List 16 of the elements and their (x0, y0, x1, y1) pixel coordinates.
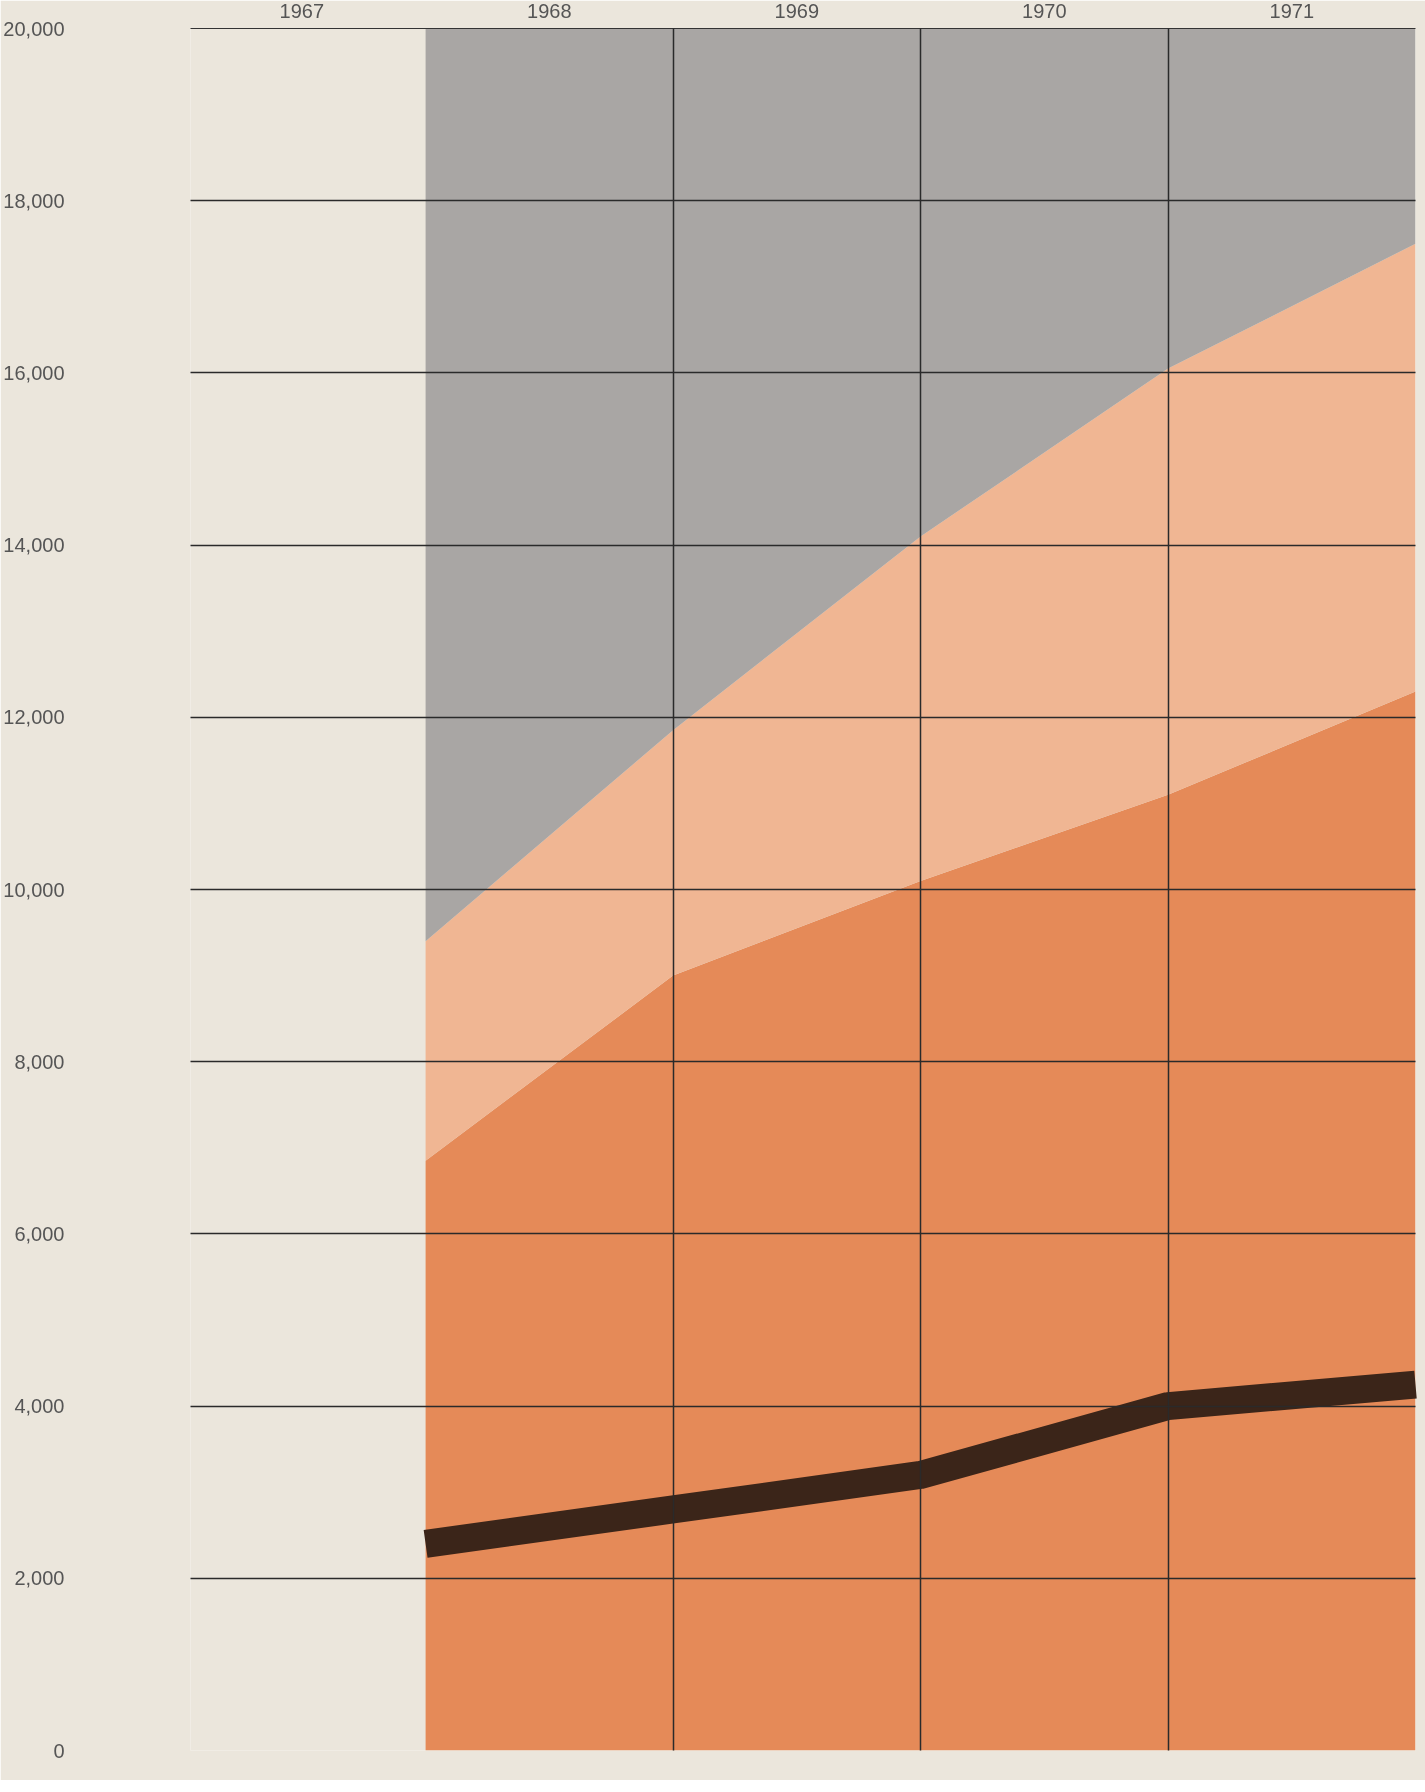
y-tick-label: 10,000 (3, 878, 65, 901)
y-tick-label: 8,000 (14, 1050, 65, 1073)
x-tick-label: 1971 (1269, 0, 1315, 22)
x-tick-label: 1969 (774, 0, 820, 22)
y-tick-label: 18,000 (3, 189, 65, 212)
y-tick-label: 6,000 (14, 1222, 65, 1245)
y-tick-label: 14,000 (3, 534, 65, 557)
y-tick-label: 12,000 (3, 706, 65, 729)
y-tick-label: 4,000 (14, 1395, 65, 1418)
y-tick-label: 16,000 (3, 361, 65, 384)
x-tick-label: 1970 (1022, 0, 1067, 22)
x-tick-label: 1968 (527, 0, 572, 22)
y-tick-label: 2,000 (14, 1567, 65, 1590)
y-tick-label: 20,000 (3, 17, 65, 40)
y-tick-label: 0 (53, 1739, 65, 1762)
x-tick-label: 1967 (279, 0, 325, 22)
